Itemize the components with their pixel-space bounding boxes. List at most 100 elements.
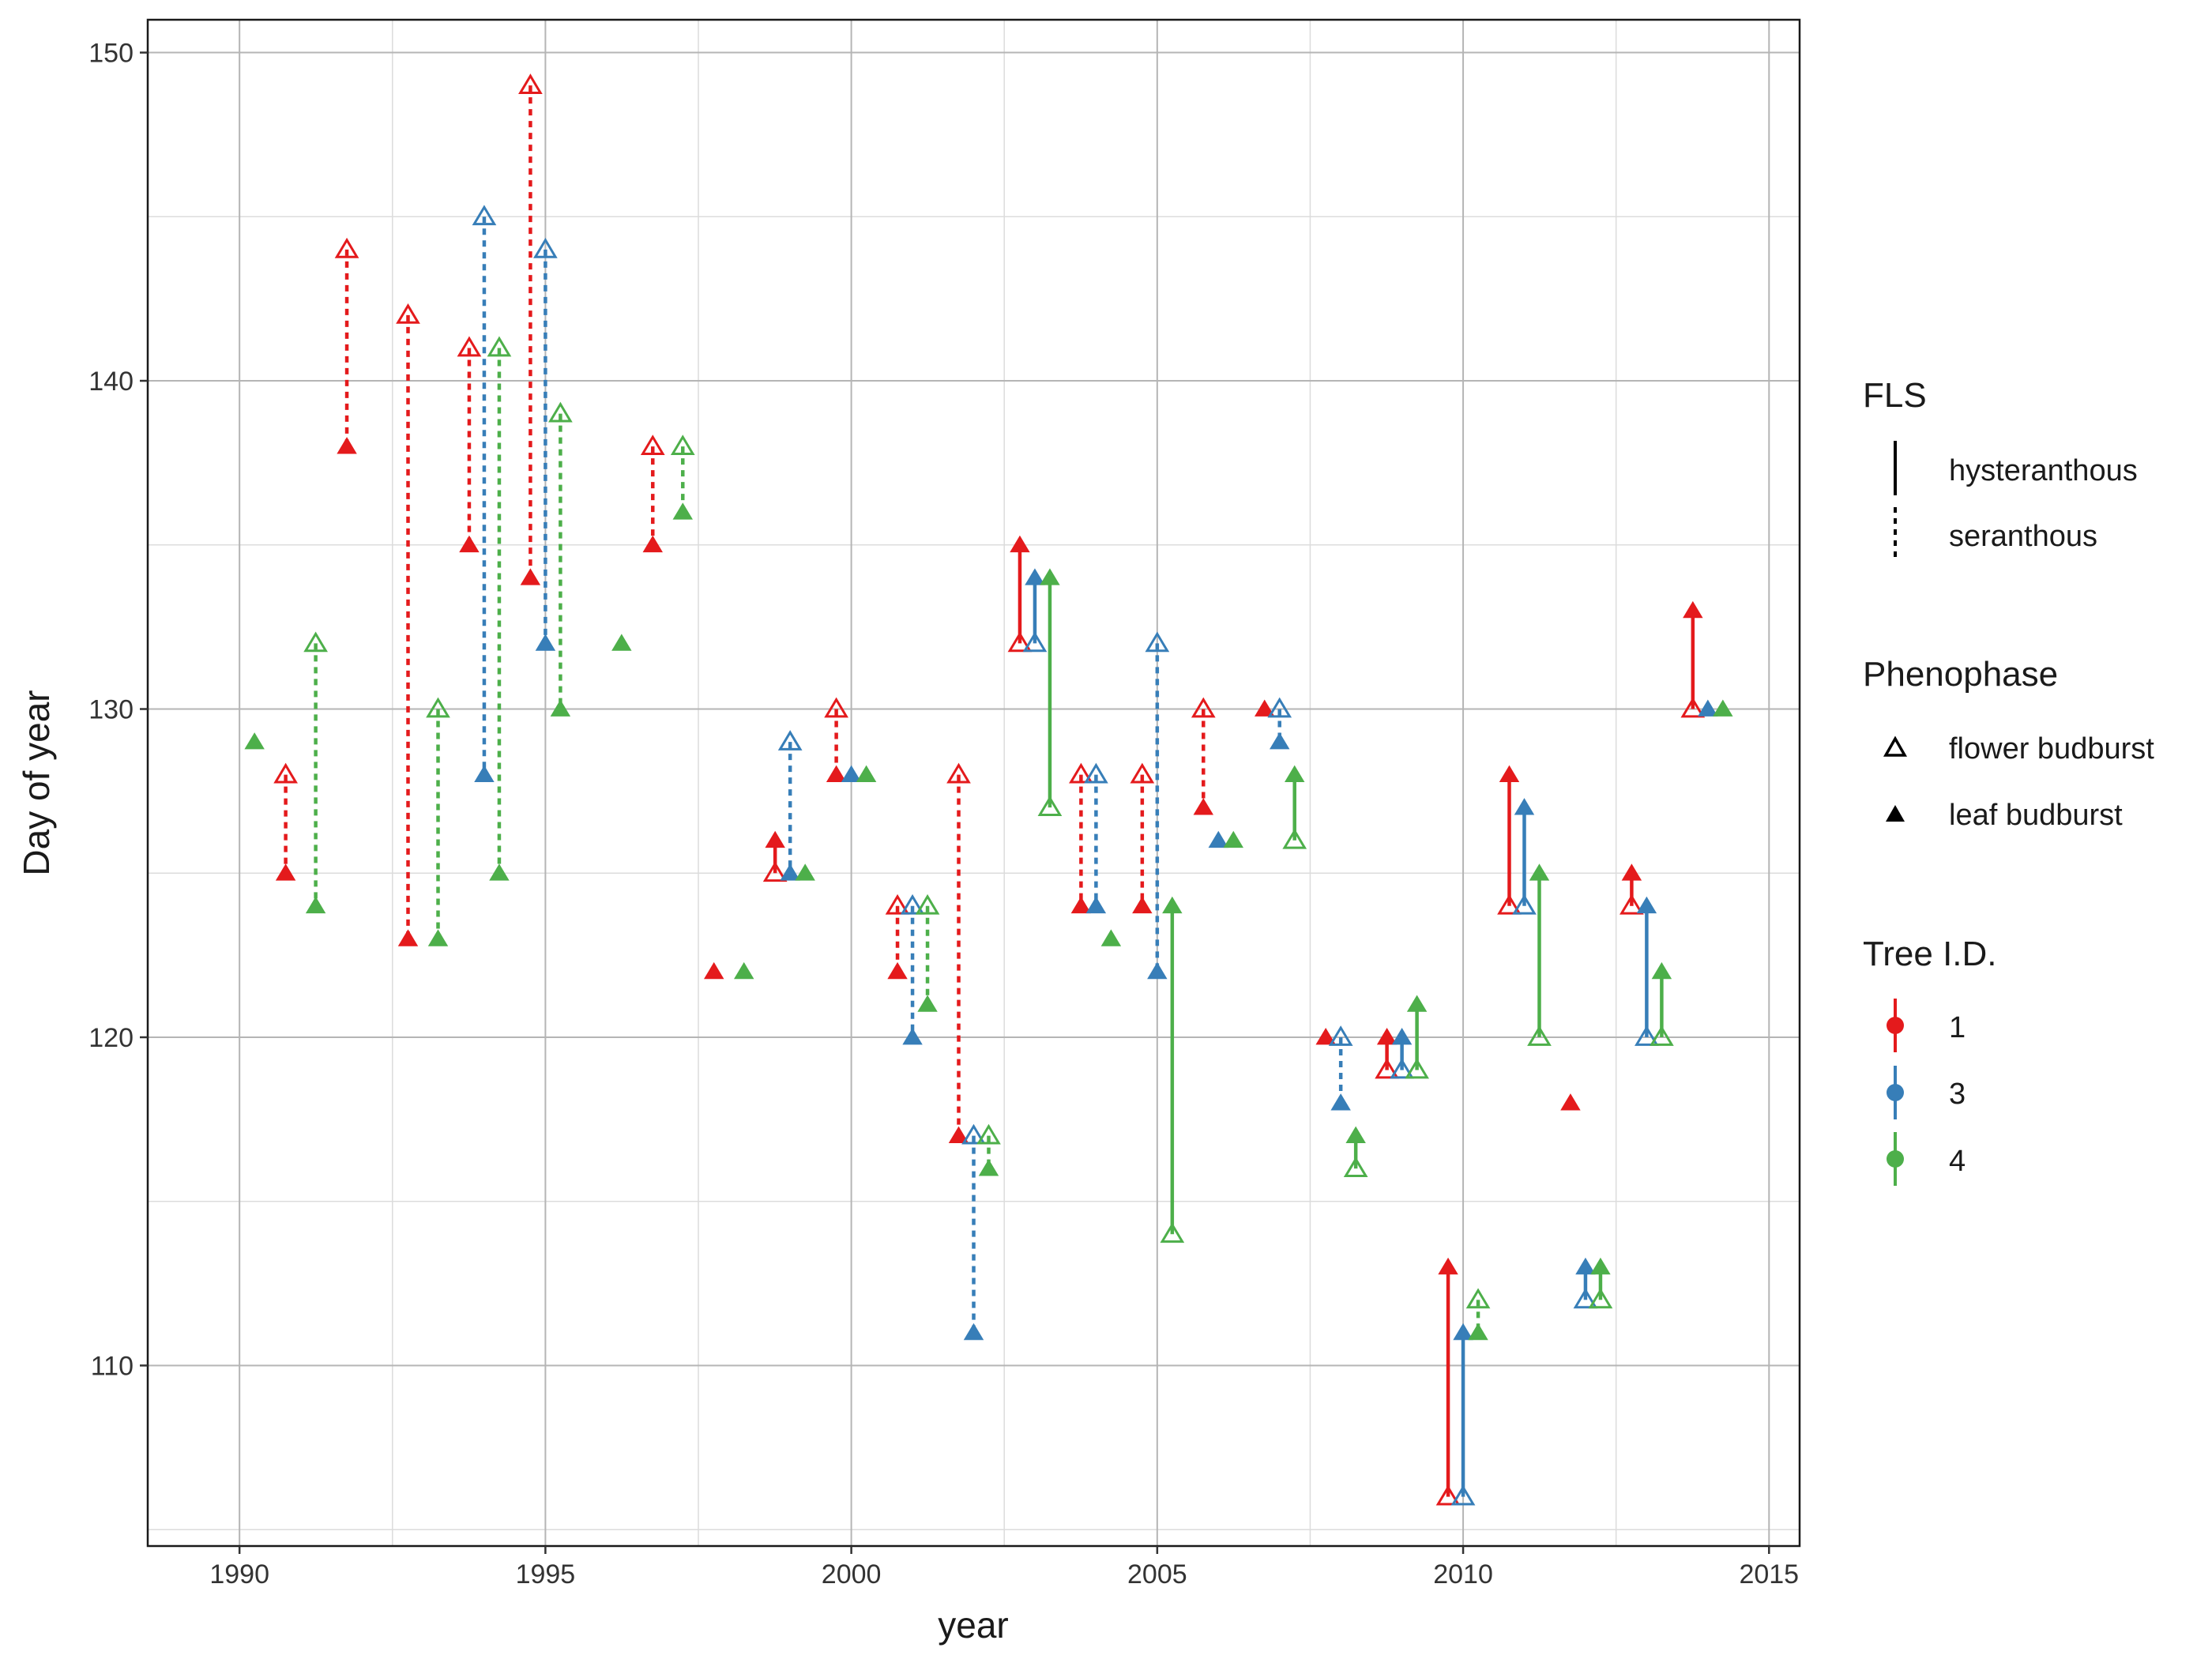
leaf-point-tree-4-1996 xyxy=(611,634,632,651)
leaf-point-tree-3-2012 xyxy=(1575,1257,1596,1275)
leaf-point-tree-4-2006 xyxy=(1223,830,1243,848)
flower-point-tree-3-2008 xyxy=(1328,1025,1353,1046)
leaf-point-tree-1-1999 xyxy=(765,830,785,848)
flower-point-tree-3-2007 xyxy=(1267,697,1292,718)
legend-key-leaf-budburst xyxy=(1886,805,1905,822)
flower-point-tree-1-1999 xyxy=(762,861,788,882)
legend-label-tree-3: 3 xyxy=(1949,1078,1966,1111)
legend-label-hysteranthous: hysteranthous xyxy=(1949,454,2138,487)
flower-point-tree-4-2008 xyxy=(1343,1157,1368,1178)
flower-point-tree-4-2007 xyxy=(1282,828,1307,849)
flower-point-tree-3-2011 xyxy=(1512,893,1537,915)
legend-label-leaf-budburst: leaf budburst xyxy=(1949,799,2123,832)
flower-point-tree-4-2012 xyxy=(1588,1288,1613,1309)
flower-point-tree-1-1995 xyxy=(518,73,543,94)
flower-point-tree-4-1994 xyxy=(487,336,512,357)
leaf-point-tree-4-1991 xyxy=(305,896,326,914)
y-tick-label: 150 xyxy=(88,39,134,69)
legend-key-dot-tree-4 xyxy=(1887,1150,1904,1168)
leaf-point-tree-1-2013 xyxy=(1621,863,1642,881)
leaf-point-tree-4-1990 xyxy=(244,732,265,750)
leaf-point-tree-4-2004 xyxy=(1100,929,1122,946)
flower-point-tree-4-2011 xyxy=(1527,1025,1552,1046)
flower-point-tree-1-1993 xyxy=(396,303,420,324)
flower-point-tree-3-1999 xyxy=(777,730,803,750)
leaf-point-tree-1-2009 xyxy=(1376,1028,1398,1045)
x-tick-label: 2010 xyxy=(1433,1559,1493,1589)
leaf-point-tree-1-2005 xyxy=(1132,896,1153,914)
leaf-point-tree-3-2013 xyxy=(1636,896,1657,914)
flower-point-tree-1-2005 xyxy=(1130,762,1155,784)
flower-point-tree-1-2006 xyxy=(1191,697,1216,718)
flower-point-tree-3-2010 xyxy=(1450,1484,1476,1506)
leaf-point-tree-3-2003 xyxy=(1025,568,1045,585)
flower-point-tree-3-2003 xyxy=(1022,631,1048,653)
leaf-point-tree-4-2010 xyxy=(1468,1322,1488,1341)
flower-point-tree-1-2013 xyxy=(1620,893,1644,915)
legend-key-flower-budburst xyxy=(1883,735,1908,757)
flower-point-tree-1-2014 xyxy=(1680,697,1706,718)
axes: 1990 1995 2000 2005 2010 2015 110 120 130 140 150 xyxy=(88,39,1799,1589)
legend-key-dot-tree-3 xyxy=(1887,1084,1904,1101)
leaf-point-tree-4-1998 xyxy=(734,961,754,980)
flower-point-tree-1-1991 xyxy=(273,762,298,784)
leaf-point-tree-3-2004 xyxy=(1085,896,1107,914)
flower-point-tree-1-1994 xyxy=(457,336,482,357)
leaf-point-tree-1-2002 xyxy=(948,1126,969,1144)
flower-point-tree-4-2005 xyxy=(1160,1222,1185,1243)
flower-point-tree-3-1995 xyxy=(533,237,558,258)
leaf-point-tree-3-2000 xyxy=(841,765,862,782)
flower-point-tree-3-2009 xyxy=(1390,1058,1414,1079)
legend-label-tree-1: 1 xyxy=(1949,1011,1966,1044)
leaf-point-tree-3-2011 xyxy=(1514,798,1535,815)
y-tick-label: 120 xyxy=(88,1023,134,1053)
leaf-point-tree-4-1997 xyxy=(672,502,693,520)
leaf-point-tree-1-2004 xyxy=(1070,896,1092,914)
leaf-point-tree-1-2014 xyxy=(1683,600,1703,619)
leaf-point-tree-4-2008 xyxy=(1345,1126,1366,1144)
flower-point-tree-3-2005 xyxy=(1145,631,1170,653)
flower-point-tree-4-2010 xyxy=(1465,1288,1491,1309)
y-tick-label: 110 xyxy=(91,1351,134,1381)
leaf-point-tree-1-1992 xyxy=(337,437,357,454)
legend-label-seranthous: seranthous xyxy=(1949,520,2097,553)
flower-point-tree-4-1993 xyxy=(426,697,450,718)
flower-point-tree-4-2001 xyxy=(915,893,940,915)
leaf-point-tree-3-1994 xyxy=(474,765,495,782)
leaf-point-tree-3-2008 xyxy=(1330,1093,1351,1111)
flower-point-tree-3-2012 xyxy=(1573,1288,1598,1309)
leaf-point-tree-1-2010 xyxy=(1438,1257,1458,1275)
leaf-point-tree-4-1999 xyxy=(795,863,815,881)
flower-point-tree-3-2002 xyxy=(961,1123,986,1145)
leaf-point-tree-3-2006 xyxy=(1208,830,1228,848)
flower-point-tree-3-1994 xyxy=(472,205,497,226)
leaf-point-tree-3-1999 xyxy=(780,863,800,881)
flower-point-tree-1-2002 xyxy=(946,762,971,784)
flower-point-tree-1-2001 xyxy=(885,893,910,915)
flower-point-tree-4-1995 xyxy=(548,401,573,423)
leaf-point-tree-4-2013 xyxy=(1651,961,1672,980)
leaf-point-tree-1-1997 xyxy=(642,535,663,553)
leaf-point-tree-4-1994 xyxy=(489,863,510,881)
legend: FLS hysteranthous seranthous Phenophase … xyxy=(1863,376,2154,1186)
leaf-point-tree-1-1994 xyxy=(459,535,480,553)
leaf-point-tree-1-1993 xyxy=(397,929,419,946)
leaf-point-tree-3-2009 xyxy=(1391,1028,1413,1045)
leaf-point-tree-1-1991 xyxy=(275,863,296,881)
flower-point-tree-4-2009 xyxy=(1405,1058,1429,1079)
leaf-point-tree-4-2014 xyxy=(1713,699,1733,717)
leaf-point-tree-4-2003 xyxy=(1040,568,1060,585)
flower-point-tree-1-2010 xyxy=(1435,1484,1461,1506)
leaf-point-tree-3-2010 xyxy=(1453,1322,1473,1341)
x-tick-label: 1990 xyxy=(209,1559,269,1589)
leaf-point-tree-1-2006 xyxy=(1193,798,1213,815)
leaf-point-tree-1-2003 xyxy=(1010,535,1030,553)
legend-key-dot-tree-1 xyxy=(1887,1017,1904,1034)
leaf-point-tree-4-2011 xyxy=(1529,863,1550,881)
flower-point-tree-4-1997 xyxy=(670,434,695,455)
leaf-point-tree-3-2007 xyxy=(1270,732,1290,750)
flower-point-tree-1-2003 xyxy=(1007,631,1033,653)
flower-point-tree-1-1997 xyxy=(640,434,665,455)
leaf-point-tree-1-1995 xyxy=(520,568,541,585)
